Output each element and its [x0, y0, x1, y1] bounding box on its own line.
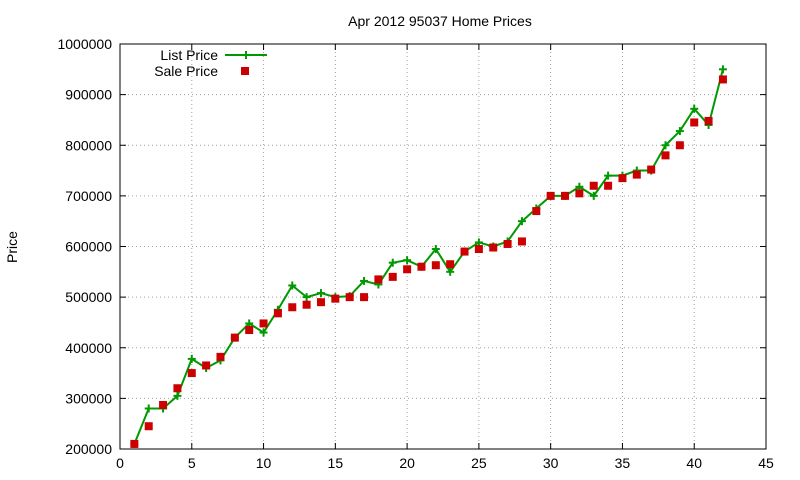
y-tick-label: 900000 — [65, 87, 112, 103]
data-point-sale-price — [632, 170, 641, 179]
y-tick-label: 500000 — [65, 289, 112, 305]
data-point-sale-price — [403, 265, 412, 274]
data-point-sale-price — [460, 247, 469, 256]
data-point-sale-price — [517, 237, 526, 246]
data-point-sale-price — [675, 141, 684, 150]
chart-title: Apr 2012 95037 Home Prices — [348, 13, 532, 29]
series-line-list-price — [133, 69, 724, 445]
data-point-list-price — [302, 293, 311, 302]
data-point-list-price — [403, 256, 412, 265]
data-point-sale-price — [690, 118, 699, 127]
data-point-list-price — [446, 267, 455, 276]
data-point-list-price — [718, 65, 727, 74]
data-point-sale-price — [618, 174, 627, 183]
data-point-sale-price — [331, 294, 340, 303]
data-point-sale-price — [273, 309, 282, 318]
y-tick-label: 400000 — [65, 340, 112, 356]
data-point-list-price — [431, 245, 440, 254]
legend-marks — [225, 51, 267, 75]
data-point-sale-price — [561, 191, 570, 200]
data-point-sale-price — [259, 319, 268, 328]
x-tick-label: 0 — [116, 455, 124, 471]
data-point-sale-price — [532, 207, 541, 216]
data-point-sale-price — [489, 243, 498, 252]
plot-frame — [119, 43, 767, 450]
data-point-sale-price — [316, 298, 325, 307]
data-point-sale-price — [589, 181, 598, 190]
data-point-sale-price — [230, 333, 239, 342]
data-point-sale-price — [144, 422, 153, 431]
legend-marker-list-price — [242, 51, 250, 59]
data-point-list-price — [589, 191, 598, 200]
data-point-sale-price — [546, 191, 555, 200]
data-point-sale-price — [431, 261, 440, 270]
x-tick-label: 45 — [758, 455, 774, 471]
data-point-sale-price — [575, 189, 584, 198]
y-tick-label: 1000000 — [57, 36, 112, 52]
data-point-sale-price — [345, 293, 354, 302]
x-tick-label: 35 — [615, 455, 631, 471]
data-point-sale-price — [374, 275, 383, 284]
data-point-sale-price — [474, 245, 483, 254]
data-point-list-price — [173, 391, 182, 400]
legend-marker-sale-price — [241, 67, 249, 75]
data-point-list-price — [690, 104, 699, 113]
y-tick-label: 600000 — [65, 239, 112, 255]
legend: List Price Sale Price — [154, 47, 267, 79]
legend-label-sale-price: Sale Price — [154, 63, 218, 79]
y-tick-label: 800000 — [65, 137, 112, 153]
data-point-list-price — [661, 141, 670, 150]
series-layer — [130, 65, 727, 448]
y-tick-label: 700000 — [65, 188, 112, 204]
data-point-sale-price — [388, 272, 397, 281]
x-tick-label: 20 — [399, 455, 415, 471]
data-point-list-price — [316, 289, 325, 298]
data-point-sale-price — [360, 293, 369, 302]
data-point-sale-price — [216, 352, 225, 361]
data-point-list-price — [144, 404, 153, 413]
data-point-sale-price — [647, 165, 656, 174]
legend-label-list-price: List Price — [160, 47, 218, 63]
data-point-sale-price — [604, 181, 613, 190]
x-tick-label: 15 — [328, 455, 344, 471]
x-tick-label: 30 — [543, 455, 559, 471]
data-point-list-price — [360, 276, 369, 285]
data-point-list-price — [187, 354, 196, 363]
data-point-list-price — [675, 127, 684, 136]
data-point-sale-price — [302, 300, 311, 309]
x-tick-label: 40 — [686, 455, 702, 471]
data-point-sale-price — [288, 303, 297, 312]
y-tick-label: 300000 — [65, 390, 112, 406]
data-point-sale-price — [187, 369, 196, 378]
data-point-sale-price — [503, 239, 512, 248]
data-point-sale-price — [202, 361, 211, 370]
data-point-sale-price — [446, 260, 455, 269]
y-tick-label: 200000 — [65, 441, 112, 457]
data-point-sale-price — [245, 326, 254, 335]
data-point-list-price — [288, 281, 297, 290]
data-point-sale-price — [417, 262, 426, 271]
grid — [120, 44, 766, 449]
data-point-sale-price — [173, 384, 182, 393]
data-point-sale-price — [661, 151, 670, 160]
data-point-list-price — [604, 171, 613, 180]
x-tick-label: 5 — [188, 455, 196, 471]
x-tick-label: 25 — [471, 455, 487, 471]
data-point-list-price — [259, 328, 268, 337]
data-point-sale-price — [130, 439, 139, 448]
x-tick-label: 10 — [256, 455, 272, 471]
y-axis-label: Price — [4, 231, 20, 263]
data-point-list-price — [517, 217, 526, 226]
data-point-sale-price — [159, 400, 168, 409]
data-point-sale-price — [718, 75, 727, 84]
data-point-list-price — [388, 258, 397, 267]
tick-labels: 0 5 10 15 20 25 30 35 40 45 200000 300000 400000 5000… — [57, 36, 774, 471]
data-point-sale-price — [704, 116, 713, 125]
